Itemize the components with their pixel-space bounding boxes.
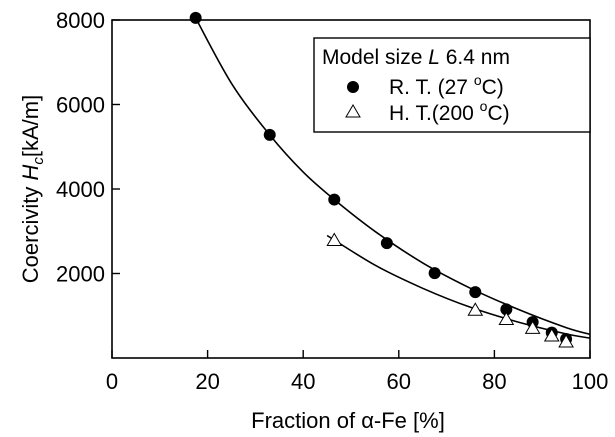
x-axis-label: Fraction of α-Fe [%] <box>251 408 445 433</box>
y-axis-label: Coercivity Hc[kA/m] <box>18 95 47 283</box>
point-ht-3 <box>524 320 541 334</box>
legend-label-ht: H. T.(200 oC) <box>389 98 510 125</box>
x-tick-label-3: 60 <box>387 369 411 394</box>
y-tick-label-2: 6000 <box>56 93 105 118</box>
point-rt-0 <box>189 11 202 24</box>
point-rt-4 <box>428 267 441 280</box>
point-ht-0 <box>326 232 343 247</box>
fit-curve-0 <box>194 17 591 336</box>
legend-title: Model size L 6.4 nm <box>322 46 510 69</box>
x-tick-label-2: 40 <box>291 369 315 394</box>
point-ht-4 <box>543 328 560 342</box>
point-rt-3 <box>380 237 393 250</box>
y-tick-label-1: 4000 <box>56 177 105 202</box>
x-tick-label-5: 100 <box>572 369 609 394</box>
y-tick-label-0: 2000 <box>56 262 105 287</box>
point-rt-1 <box>263 128 276 141</box>
point-rt-2 <box>328 193 341 206</box>
point-ht-1 <box>467 302 484 316</box>
point-ht-5 <box>558 333 574 348</box>
legend: Model size L 6.4 nm R. T. (27 oC) H. T.(… <box>313 37 591 133</box>
point-rt-6 <box>500 303 513 316</box>
point-rt-5 <box>469 286 482 299</box>
legend-label-rt: R. T. (27 oC) <box>389 72 504 99</box>
axis-ticks <box>111 19 591 358</box>
y-tick-label-3: 8000 <box>56 8 105 33</box>
y-tick-labels: 2000 4000 6000 8000 <box>56 8 105 287</box>
x-tick-labels: 0 20 40 60 80 100 <box>106 369 608 394</box>
legend-marker-ht <box>345 104 361 118</box>
data-points <box>189 11 574 348</box>
x-tick-label-0: 0 <box>106 369 118 394</box>
point-ht-2 <box>498 311 515 326</box>
x-tick-label-1: 20 <box>195 369 219 394</box>
legend-marker-rt <box>347 81 359 93</box>
x-tick-label-4: 80 <box>482 369 506 394</box>
